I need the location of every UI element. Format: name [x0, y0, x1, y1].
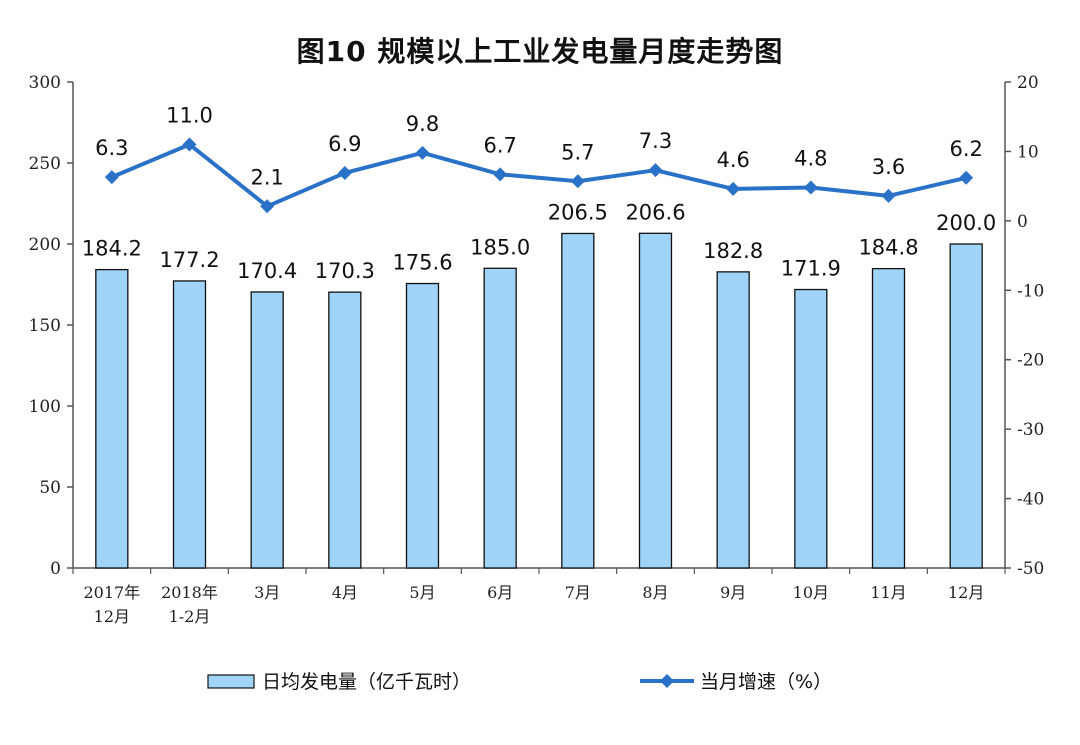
growth-point: [104, 170, 119, 185]
x-tick-label: 4月: [332, 583, 358, 602]
growth-value-label: 11.0: [166, 103, 213, 127]
x-tick-label: 5月: [409, 583, 435, 602]
x-tick-label: 12月: [948, 583, 984, 602]
growth-value-label: 4.6: [716, 148, 749, 172]
labels-layer: 184.2 177.2 170.4 170.3 175.6 185.0 206.5 206.6…: [82, 103, 996, 283]
y-left-tick-label: 250: [29, 154, 61, 174]
x-tick-label: 3月: [254, 583, 280, 602]
growth-value-label: 2.1: [250, 165, 283, 189]
growth-value-label: 6.3: [95, 136, 128, 160]
growth-point: [726, 181, 741, 196]
x-tick-label: 7月: [565, 583, 591, 602]
growth-value-label: 6.2: [949, 137, 982, 161]
legend-bar-label: 日均发电量（亿千瓦时）: [262, 671, 471, 693]
growth-point: [182, 137, 197, 152]
growth-point: [415, 145, 430, 160]
bar-value-label: 177.2: [159, 248, 219, 272]
growth-point: [337, 165, 352, 180]
x-tick-label: 12月: [94, 607, 130, 626]
growth-point: [803, 180, 818, 195]
x-tick-label: 2018年: [161, 583, 218, 602]
bar: [95, 268, 129, 569]
y-left-tick-label: 100: [29, 397, 61, 417]
growth-value-label: 7.3: [639, 129, 672, 153]
bar: [716, 271, 750, 569]
bar-value-label: 170.4: [237, 259, 297, 283]
y-right-tick-label: -10: [1017, 281, 1044, 301]
y-right-tick-label: 20: [1017, 73, 1039, 93]
x-tick-label: 9月: [720, 583, 746, 602]
growth-value-label: 3.6: [872, 155, 905, 179]
x-tick-label: 11月: [870, 583, 906, 602]
chart-title: 图10 规模以上工业发电量月度走势图: [296, 35, 784, 68]
legend: 日均发电量（亿千瓦时） 当月增速（%）: [207, 671, 832, 693]
x-tick-label: 10月: [793, 583, 829, 602]
y-right-tick-label: -30: [1017, 420, 1044, 440]
growth-value-label: 5.7: [561, 140, 594, 164]
growth-value-label: 9.8: [406, 112, 439, 136]
bar-value-label: 206.6: [625, 200, 685, 224]
bar: [483, 267, 517, 569]
growth-point: [648, 163, 663, 178]
x-tick-label: 8月: [642, 583, 668, 602]
bar-value-label: 206.5: [548, 200, 608, 224]
y-left-tick-label: 300: [29, 73, 61, 93]
legend-line-label: 当月增速（%）: [700, 671, 832, 693]
y-right-tick-label: -20: [1017, 351, 1044, 371]
growth-value-label: 4.8: [794, 147, 827, 171]
y-right-tick-label: -40: [1017, 490, 1044, 510]
growth-value-label: 6.9: [328, 132, 361, 156]
bar: [871, 267, 906, 569]
bar: [638, 232, 673, 569]
bar: [794, 288, 828, 569]
y-left-tick-label: 200: [29, 235, 61, 255]
y-right-tick-label: 10: [1017, 142, 1039, 162]
axes-layer: 0 50 100 150 200 250 300 -50 -40 -30 -20 -10 0 10 20 20…: [29, 73, 1045, 626]
bar: [172, 280, 207, 569]
bar-value-label: 185.0: [470, 235, 530, 259]
legend-bar-swatch: [207, 674, 255, 689]
y-left-tick-label: 50: [39, 478, 61, 498]
line-layer: [104, 137, 974, 214]
y-left-tick-label: 0: [50, 559, 61, 579]
bar-value-label: 171.9: [781, 257, 841, 281]
growth-value-label: 6.7: [483, 133, 516, 157]
bar: [405, 282, 440, 569]
bar-value-label: 182.8: [703, 239, 763, 263]
x-tick-label: 2017年: [83, 583, 140, 602]
x-tick-label: 6月: [487, 583, 513, 602]
x-tick-label: 1-2月: [169, 607, 211, 626]
bar-value-label: 200.0: [936, 211, 996, 235]
bar-value-label: 170.3: [315, 259, 375, 283]
bar: [561, 232, 595, 569]
y-right-tick-label: 0: [1017, 212, 1028, 232]
y-right-tick-label: -50: [1017, 559, 1044, 579]
bar-value-label: 184.2: [82, 237, 142, 261]
bar: [328, 291, 362, 569]
growth-point: [570, 174, 585, 189]
growth-point: [260, 199, 275, 214]
bar: [949, 243, 983, 569]
growth-point: [959, 170, 974, 185]
y-left-tick-label: 150: [29, 316, 61, 336]
bars-layer: [95, 232, 983, 569]
growth-line: [111, 142, 967, 209]
bar: [250, 291, 284, 569]
growth-point: [493, 167, 508, 182]
growth-point: [881, 188, 896, 203]
bar-value-label: 175.6: [392, 251, 452, 275]
bar-value-label: 184.8: [858, 236, 918, 260]
legend-line-marker: [660, 674, 674, 688]
